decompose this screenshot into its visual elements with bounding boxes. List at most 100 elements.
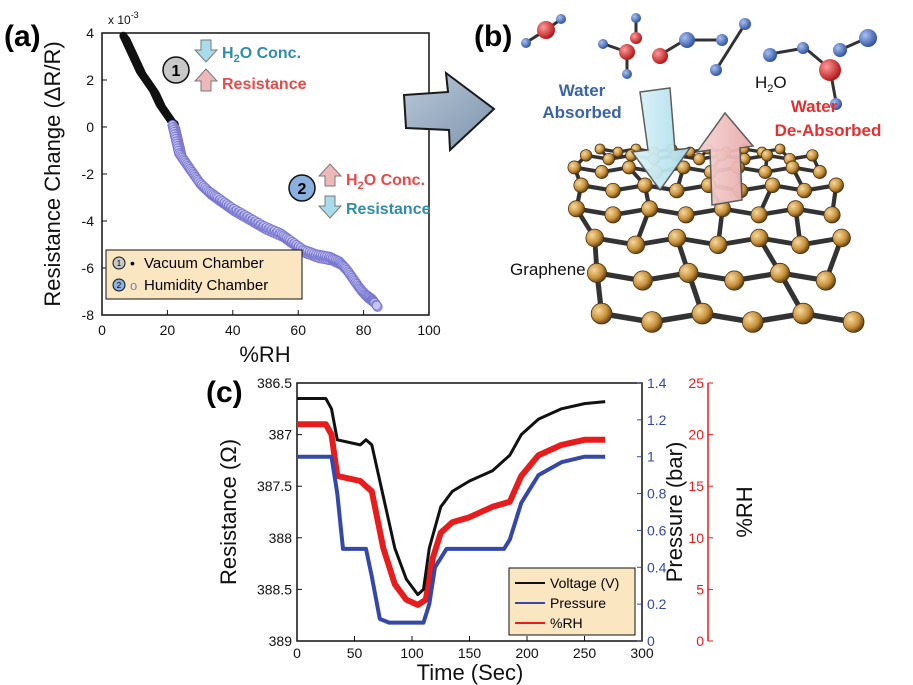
water-molecule [652,32,728,64]
legend-badge-1 [112,256,126,270]
panel-c-y-right2-tick-label: 10 [688,530,704,546]
panel-a-x-axis-title: %RH [239,342,290,367]
carbon-atom [823,206,841,224]
carbon-atom [750,206,768,224]
arrow-down-icon [193,39,219,63]
panel-c-y-left-tick-label: 388.5 [257,581,292,597]
panel-c-y-right1-title: Pressure (bar) [662,442,687,583]
carbon-atom [641,311,663,333]
carbon-atom [678,262,699,283]
annotation-2-line1: H2O Conc. [346,172,425,192]
panel-c-y-right2-title: %RH [732,486,757,537]
series-line-pressure [297,454,606,625]
panel-a-legend: 1 • Vacuum Chamber 2 o Humidity Chamber [105,249,303,300]
carbon-atom [669,182,685,199]
carbon-atom [828,177,844,193]
carbon-atom [693,152,706,166]
panel-a-x-tick-label: 100 [417,322,441,338]
carbon-atom [594,165,609,179]
panel-a-x-tick-label: 40 [225,322,241,338]
absorption-arrow-icon [630,87,692,192]
annotation-2-badge [288,174,316,202]
carbon-atom [622,160,636,175]
panel-c-chart: 0 50 100 150 200 250 300386.5387387.5388388.53… [216,375,757,685]
carbon-atom [677,206,695,224]
annotation-1-line1: H2O Conc. [222,45,301,65]
panel-c-x-tick-label: 300 [630,645,654,661]
h2o-label: H2O [755,73,787,95]
series-line-voltage [297,397,606,597]
carbon-atom [785,160,800,175]
legend-label-pressure: Pressure [550,595,606,611]
carbon-atom [806,149,819,162]
panel-c-y-left-tick-label: 389 [269,633,293,649]
carbon-atom [832,228,851,248]
panel-c-y-right1-tick-label: 1.4 [647,375,667,391]
panel-a-y-tick-label: -6 [82,260,95,276]
carbon-atom [758,165,773,179]
legend-badge-1-number: 1 [117,259,122,268]
carbon-atom [637,177,653,193]
legend-label-voltage: Voltage (V) [550,575,619,591]
graphene-atoms [567,143,865,333]
carbon-atom [792,302,814,325]
carbon-atom [815,270,836,291]
panel-a-x-tick-label: 60 [290,322,306,338]
panel-a-legend-box [105,249,303,300]
panel-c-y-left-tick-label: 387.5 [257,478,292,494]
panel-c-y-right2-tick-label: 5 [696,581,704,597]
legend-marker-2: o [130,278,137,293]
water-molecule [598,13,642,79]
water-desorbed-label-1: Water [791,97,838,116]
carbon-atom [791,235,810,255]
carbon-atom [708,235,728,255]
panel-b-illustration: Water Absorbed Water De-Absorbed H2O Gra… [510,13,881,333]
water-absorbed-label-2: Absorbed [542,103,621,122]
carbon-atom [579,149,593,162]
carbon-atom [764,177,781,193]
panel-c-y-right1-tick-label: 1.2 [647,412,667,428]
panel-c-y-right1-tick-label: 1 [647,449,655,465]
series-line-rh [297,421,606,608]
panel-c-y-right1-tick-label: 0.4 [647,559,667,575]
carbon-atom [641,200,659,218]
annotation-2-number: 2 [298,181,307,198]
carbon-atom [573,177,589,193]
panel-b-label: (b) [474,20,512,53]
panel-c-x-tick-label: 100 [400,645,424,661]
panel-c-y-right1-tick-label: 0.2 [647,596,667,612]
annotation-2: 2 H2O Conc. Resistance [288,163,431,219]
panel-c-y-right1-tick-label: 0.6 [647,522,667,538]
water-molecule [710,18,751,76]
carbon-atom [586,262,608,283]
panel-a-y-tick-label: -2 [82,166,95,182]
panel-a-y-tick-label: -8 [82,307,95,323]
panel-c-x-axis-title: Time (Sec) [417,660,524,685]
carbon-atom [750,228,769,248]
panel-c-y-left-title: Resistance (Ω) [216,439,241,585]
panel-a-y-tick-label: 4 [86,25,94,41]
carbon-atom [774,143,786,155]
panel-c-x-tick-label: 0 [293,645,301,661]
panel-c-y-right1-tick-label: 0 [647,633,655,649]
humidity-data-point [371,300,382,311]
transition-arrow-icon [402,70,496,153]
panel-a-x-tick-label: 80 [356,322,372,338]
annotation-1-badge [162,56,190,84]
arrow-down-icon [317,195,343,219]
carbon-atom [585,228,604,248]
panel-c-y-left-tick-label: 387 [269,427,293,443]
legend-label-rh: %RH [550,615,583,631]
panel-a-y-multiplier: x 10-3 [108,10,139,27]
carbon-atom [842,311,865,333]
annotation-1-number: 1 [172,63,181,80]
carbon-atom [612,146,624,158]
panel-a-y-tick-label: 0 [86,119,94,135]
carbon-atom [724,270,745,291]
panel-a-x-tick-label: 0 [98,322,106,338]
panel-c-x-tick-label: 250 [573,645,597,661]
panel-c-x-tick-label: 150 [458,645,482,661]
carbon-atom [691,302,714,325]
arrow-up-icon [193,68,219,92]
